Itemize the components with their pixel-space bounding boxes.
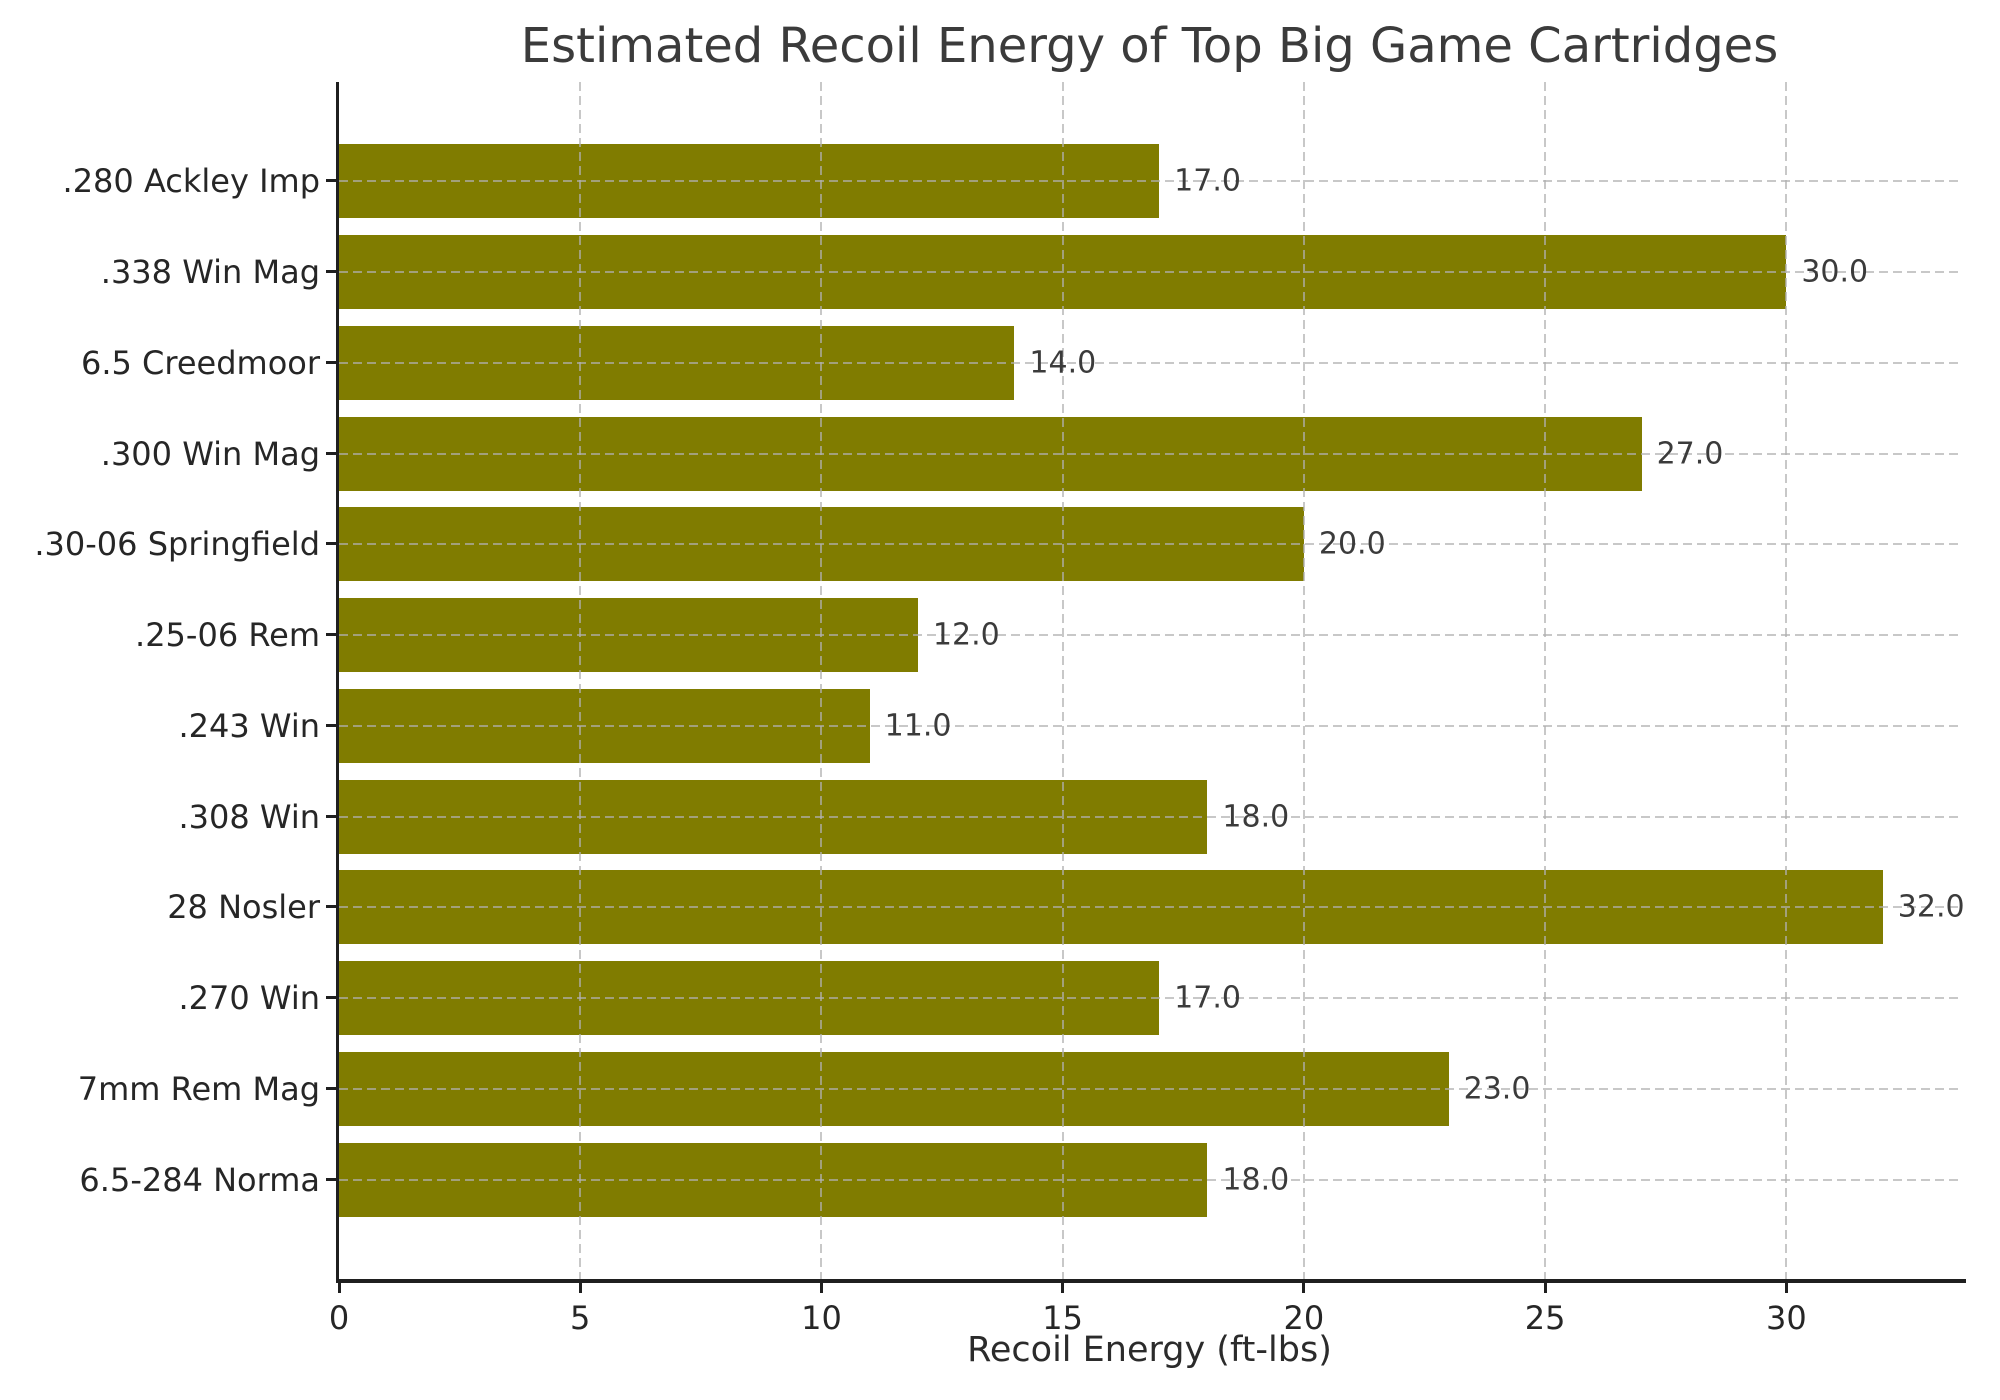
value-label: 17.0 (1174, 980, 1241, 1016)
gridline-vertical (579, 82, 582, 1279)
value-label: 32.0 (1897, 889, 1965, 925)
category-label: .280 Ackley Imp (62, 162, 320, 201)
bar-row: 32.0 28 Nosler (167, 862, 1965, 953)
y-tick-mark (326, 451, 336, 455)
y-tick-mark (326, 1177, 336, 1181)
bar-row: 20.0 .30-06 Springfield (34, 499, 1960, 590)
category-label: .308 Win (178, 797, 320, 836)
gridline-horizontal (339, 724, 1960, 727)
plot-area: 17.0 .280 Ackley Imp 30.0 .338 Win Mag 14.0 6… (34, 82, 1965, 1337)
y-tick-mark (326, 542, 336, 546)
gridline-horizontal (339, 634, 1960, 637)
x-tick-mark (819, 1283, 823, 1293)
x-tick-mark (1061, 1283, 1065, 1293)
gridline-horizontal (339, 1087, 1960, 1090)
x-tick-mark (578, 1283, 582, 1293)
x-tick-mark (1302, 1283, 1306, 1293)
category-label: 28 Nosler (167, 888, 320, 927)
bar-row: 30.0 .338 Win Mag (101, 227, 1960, 318)
category-label: .30-06 Springfield (34, 525, 320, 564)
value-label: 17.0 (1174, 163, 1241, 199)
value-label: 18.0 (1222, 1162, 1290, 1198)
value-label: 30.0 (1801, 254, 1869, 290)
x-axis-label: Recoil Energy (ft-lbs) (967, 1330, 1332, 1370)
category-label: 6.5 Creedmoor (80, 343, 320, 382)
gridline-horizontal (339, 361, 1960, 364)
x-tick-label: 0 (328, 1299, 350, 1337)
gridline-vertical (1544, 82, 1547, 1279)
y-tick-mark (326, 1086, 336, 1090)
bar-rows-container: 17.0 .280 Ackley Imp 30.0 .338 Win Mag 14.0 6… (34, 82, 1965, 1279)
y-tick-mark (326, 996, 336, 1000)
bar-row: 18.0 6.5-284 Norma (79, 1134, 1960, 1225)
y-tick-mark (326, 270, 336, 274)
chart-title: Estimated Recoil Energy of Top Big Game … (520, 18, 1779, 74)
value-label: 18.0 (1222, 799, 1290, 835)
x-tick-label: 10 (801, 1299, 842, 1337)
y-tick-mark (326, 814, 336, 818)
x-tick-label: 25 (1524, 1299, 1566, 1337)
category-label: .243 Win (178, 706, 320, 745)
value-label: 11.0 (884, 708, 952, 744)
category-label: .338 Win Mag (100, 253, 320, 292)
x-tick-label: 5 (570, 1299, 591, 1337)
category-label: .300 Win Mag (100, 434, 320, 473)
x-tick-mark (337, 1283, 341, 1293)
value-label: 20.0 (1318, 526, 1386, 562)
category-label: 6.5-284 Norma (79, 1160, 320, 1199)
gridline-horizontal (339, 906, 1960, 909)
value-label: 23.0 (1463, 1071, 1531, 1107)
gridline-vertical (1061, 82, 1064, 1279)
bar-row: 23.0 7mm Rem Mag (78, 1044, 1960, 1135)
bar-row: 14.0 6.5 Creedmoor (81, 318, 1960, 409)
y-tick-mark (326, 633, 336, 637)
gridline-vertical (820, 82, 823, 1279)
bar-row: 12.0 .25-06 Rem (135, 590, 1960, 681)
category-label: 7mm Rem Mag (77, 1069, 320, 1108)
gridline-horizontal (339, 997, 1960, 1000)
gridline-horizontal (339, 543, 1960, 546)
category-label: .270 Win (178, 979, 320, 1018)
bar-row: 17.0 .280 Ackley Imp (63, 136, 1960, 227)
y-tick-mark (326, 905, 336, 909)
bar-row: 11.0 .243 Win (178, 681, 1960, 772)
y-axis-spine (336, 82, 339, 1283)
gridline-horizontal (339, 1178, 1960, 1181)
category-label: .25-06 Rem (135, 616, 320, 655)
bar-row: 18.0 .308 Win (178, 771, 1960, 862)
x-tick-mark (1784, 1283, 1788, 1293)
gridline-vertical (1302, 82, 1305, 1279)
value-label: 12.0 (932, 617, 1000, 653)
x-tick-label: 15 (1042, 1299, 1084, 1337)
x-tick-mark (1543, 1283, 1547, 1293)
x-tick-label: 30 (1765, 1299, 1807, 1337)
gridline-horizontal (339, 271, 1960, 274)
bar-row: 17.0 .270 Win (178, 953, 1960, 1044)
y-tick-mark (326, 179, 336, 183)
gridline-horizontal (339, 180, 1960, 183)
y-tick-mark (326, 723, 336, 727)
gridline-horizontal (339, 815, 1960, 818)
bar-row: 27.0 .300 Win Mag (101, 408, 1960, 499)
value-label: 14.0 (1029, 345, 1097, 381)
x-tick-label: 20 (1283, 1299, 1325, 1337)
gridline-horizontal (339, 452, 1960, 455)
x-axis-spine (336, 1279, 1966, 1283)
gridline-vertical (1785, 82, 1788, 1279)
y-tick-mark (326, 360, 336, 364)
value-label: 27.0 (1656, 436, 1724, 472)
